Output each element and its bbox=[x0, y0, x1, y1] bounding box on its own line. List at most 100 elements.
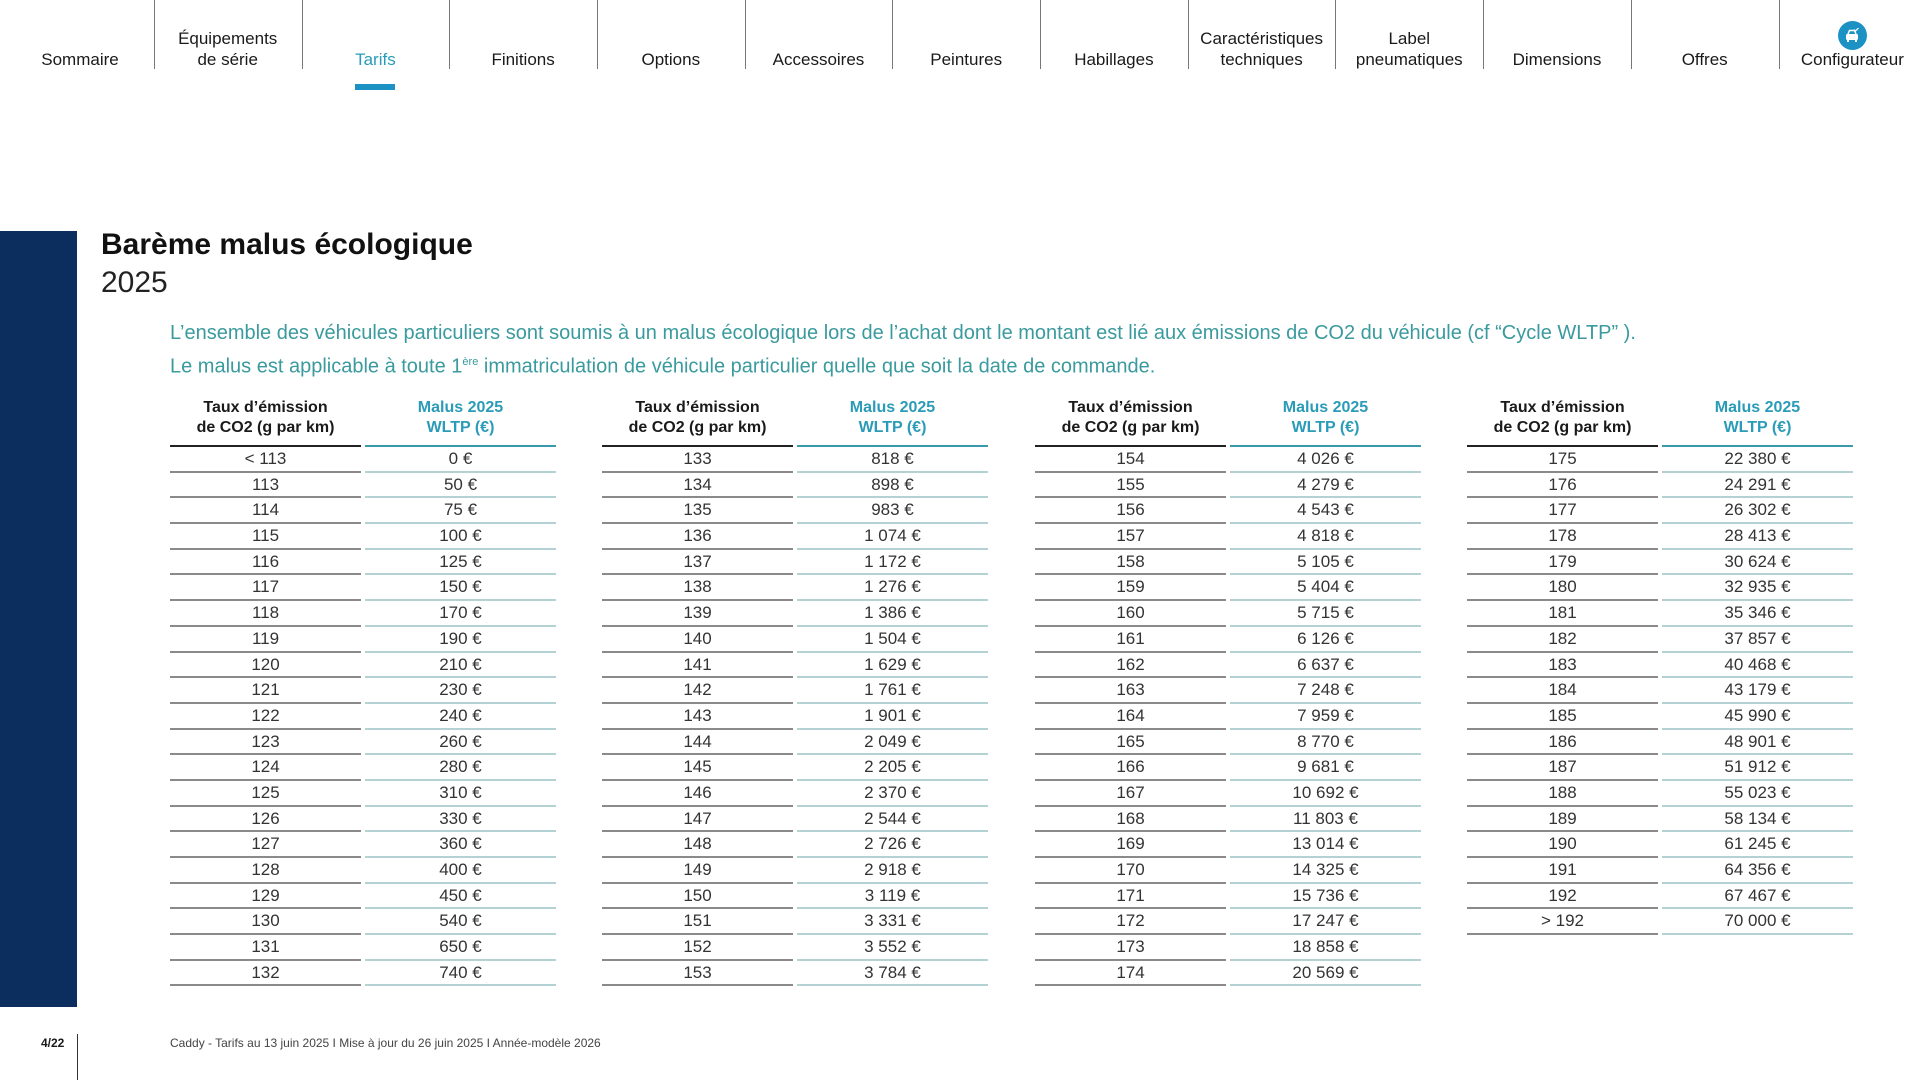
co2-cell: 187 bbox=[1467, 755, 1658, 781]
malus-cell: 4 279 € bbox=[1230, 473, 1421, 499]
co2-cell: 113 bbox=[170, 473, 361, 499]
header-co2: Taux d’émission de CO2 (g par km) bbox=[1035, 398, 1226, 447]
co2-cell: 143 bbox=[602, 704, 793, 730]
malus-cell: 17 247 € bbox=[1230, 909, 1421, 936]
table-row: > 192 70 000 € bbox=[1467, 909, 1853, 936]
nav-tab-habillages[interactable]: Habillages bbox=[1040, 0, 1188, 70]
table-row: 149 2 918 € bbox=[602, 858, 988, 884]
table-row: 150 3 119 € bbox=[602, 884, 988, 910]
co2-cell: 134 bbox=[602, 473, 793, 499]
nav-tab-sommaire[interactable]: Sommaire bbox=[6, 0, 154, 70]
nav-tab-caracteristiques[interactable]: Caractéristiques techniques bbox=[1188, 0, 1336, 70]
co2-cell: 125 bbox=[170, 781, 361, 807]
malus-cell: 360 € bbox=[365, 832, 556, 858]
table-row: 170 14 325 € bbox=[1035, 858, 1421, 884]
malus-cell: 740 € bbox=[365, 961, 556, 987]
nav-tab-label[interactable]: Label pneumatiques bbox=[1335, 0, 1483, 70]
co2-cell: 150 bbox=[602, 884, 793, 910]
malus-cell: 6 637 € bbox=[1230, 653, 1421, 679]
co2-cell: 132 bbox=[170, 961, 361, 987]
nav-divider bbox=[596, 0, 598, 69]
co2-cell: 170 bbox=[1035, 858, 1226, 884]
table-row: 165 8 770 € bbox=[1035, 730, 1421, 756]
header-malus: Malus 2025 WLTP (€) bbox=[1662, 398, 1853, 447]
co2-cell: 172 bbox=[1035, 909, 1226, 936]
malus-cell: 3 331 € bbox=[797, 909, 988, 936]
malus-cell: 61 245 € bbox=[1662, 832, 1853, 858]
co2-cell: 127 bbox=[170, 832, 361, 858]
malus-cell: 55 023 € bbox=[1662, 781, 1853, 807]
co2-cell: 184 bbox=[1467, 678, 1658, 704]
co2-cell: 149 bbox=[602, 858, 793, 884]
nav-tab-label: Équipements de série bbox=[178, 29, 278, 69]
malus-table: Taux d’émission de CO2 (g par km) Malus 2… bbox=[602, 398, 988, 987]
malus-cell: 4 026 € bbox=[1230, 447, 1421, 473]
nav-divider bbox=[744, 0, 746, 69]
nav-tab-finitions[interactable]: Finitions bbox=[449, 0, 597, 70]
table-row: 183 40 468 € bbox=[1467, 653, 1853, 679]
table-row: 155 4 279 € bbox=[1035, 473, 1421, 499]
co2-cell: 123 bbox=[170, 730, 361, 756]
malus-cell: 5 715 € bbox=[1230, 601, 1421, 627]
table-row: 164 7 959 € bbox=[1035, 704, 1421, 730]
header-co2: Taux d’émission de CO2 (g par km) bbox=[602, 398, 793, 447]
nav-tab-equipements[interactable]: Équipements de série bbox=[154, 0, 302, 70]
malus-cell: 58 134 € bbox=[1662, 807, 1853, 833]
table-row: 159 5 404 € bbox=[1035, 575, 1421, 602]
co2-cell: 158 bbox=[1035, 550, 1226, 576]
malus-cell: 1 761 € bbox=[797, 678, 988, 704]
co2-cell: 192 bbox=[1467, 884, 1658, 910]
nav-tab-offres[interactable]: Offres bbox=[1631, 0, 1779, 70]
malus-cell: 1 074 € bbox=[797, 524, 988, 550]
malus-cell: 2 049 € bbox=[797, 730, 988, 756]
malus-cell: 4 818 € bbox=[1230, 524, 1421, 550]
malus-cell: 2 544 € bbox=[797, 807, 988, 833]
malus-cell: 14 325 € bbox=[1230, 858, 1421, 884]
table-row: 182 37 857 € bbox=[1467, 627, 1853, 653]
nav-tab-tarifs[interactable]: Tarifs bbox=[302, 0, 450, 70]
co2-cell: 173 bbox=[1035, 935, 1226, 961]
co2-cell: 151 bbox=[602, 909, 793, 936]
nav-tab-label: Offres bbox=[1681, 50, 1728, 69]
table-row: 114 75 € bbox=[170, 498, 556, 525]
table-row: 177 26 302 € bbox=[1467, 498, 1853, 525]
table-row: 138 1 276 € bbox=[602, 575, 988, 602]
header-co2: Taux d’émission de CO2 (g par km) bbox=[1467, 398, 1658, 447]
nav-divider bbox=[1778, 0, 1780, 69]
nav-tab-label: Label pneumatiques bbox=[1355, 29, 1463, 69]
nav-tab-accessoires[interactable]: Accessoires bbox=[745, 0, 893, 70]
malus-cell: 818 € bbox=[797, 447, 988, 473]
table-row: < 113 0 € bbox=[170, 447, 556, 473]
nav-tab-options[interactable]: Options bbox=[597, 0, 745, 70]
co2-cell: 155 bbox=[1035, 473, 1226, 499]
co2-cell: 120 bbox=[170, 653, 361, 679]
co2-cell: 188 bbox=[1467, 781, 1658, 807]
table-row: 171 15 736 € bbox=[1035, 884, 1421, 910]
malus-cell: 35 346 € bbox=[1662, 601, 1853, 627]
nav-tab-label: Sommaire bbox=[41, 50, 119, 69]
co2-cell: 181 bbox=[1467, 601, 1658, 627]
nav-tab-configurateur[interactable]: Configurateur bbox=[1779, 0, 1920, 70]
malus-cell: 64 356 € bbox=[1662, 858, 1853, 884]
nav-divider bbox=[153, 0, 155, 69]
table-row: 188 55 023 € bbox=[1467, 781, 1853, 807]
co2-cell: 174 bbox=[1035, 961, 1226, 987]
malus-cell: 240 € bbox=[365, 704, 556, 730]
malus-cell: 67 467 € bbox=[1662, 884, 1853, 910]
malus-cell: 7 959 € bbox=[1230, 704, 1421, 730]
nav-tab-peintures[interactable]: Peintures bbox=[892, 0, 1040, 70]
malus-cell: 125 € bbox=[365, 550, 556, 576]
malus-cell: 1 504 € bbox=[797, 627, 988, 653]
car-configurator-icon[interactable] bbox=[1837, 21, 1867, 50]
nav-divider bbox=[892, 0, 894, 69]
co2-cell: 117 bbox=[170, 575, 361, 602]
malus-cell: 210 € bbox=[365, 653, 556, 679]
nav-tab-dimensions[interactable]: Dimensions bbox=[1483, 0, 1631, 70]
table-row: 179 30 624 € bbox=[1467, 550, 1853, 576]
active-tab-indicator bbox=[355, 84, 396, 90]
table-row: 137 1 172 € bbox=[602, 550, 988, 576]
table-row: 180 32 935 € bbox=[1467, 575, 1853, 602]
co2-cell: 145 bbox=[602, 755, 793, 781]
table-row: 178 28 413 € bbox=[1467, 524, 1853, 550]
co2-cell: 114 bbox=[170, 498, 361, 525]
